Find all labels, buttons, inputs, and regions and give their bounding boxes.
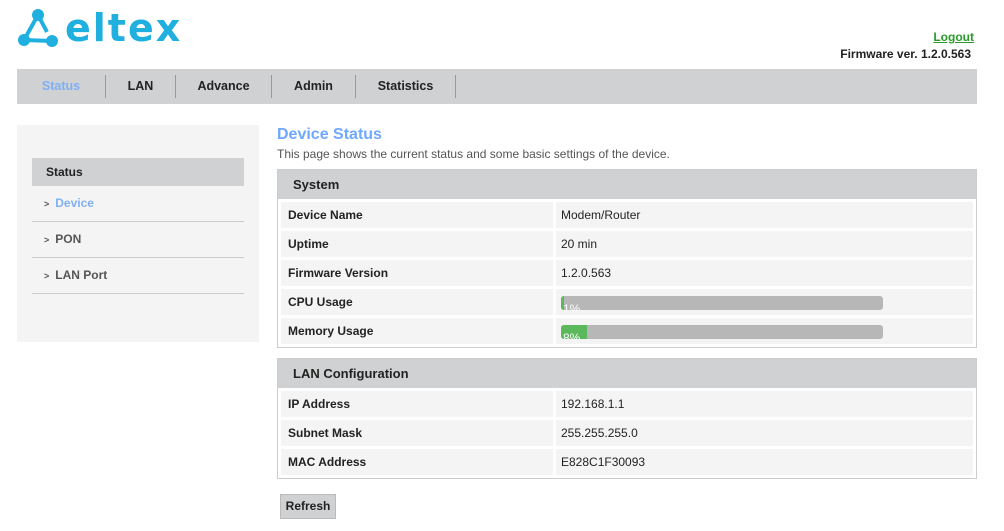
- memory-usage-value: 8%: [563, 330, 581, 339]
- sidebar-item-label: PON: [55, 232, 82, 246]
- tab-status[interactable]: Status: [17, 75, 106, 98]
- table-row: Memory Usage 8%: [281, 318, 973, 344]
- section-heading: LAN Configuration: [278, 359, 976, 388]
- logout-link[interactable]: Logout: [933, 30, 974, 44]
- sidebar-item-pon[interactable]: > PON: [32, 222, 244, 258]
- table-row: Subnet Mask 255.255.255.0: [281, 420, 973, 446]
- row-label: Memory Usage: [281, 318, 553, 344]
- section-heading: System: [278, 170, 976, 199]
- row-label: Subnet Mask: [281, 420, 553, 446]
- row-value: Modem/Router: [556, 202, 973, 228]
- row-label: CPU Usage: [281, 289, 553, 315]
- refresh-button[interactable]: Refresh: [280, 494, 336, 519]
- row-label: IP Address: [281, 391, 553, 417]
- tab-admin[interactable]: Admin: [272, 75, 356, 98]
- table-row: Device Name Modem/Router: [281, 202, 973, 228]
- page-description: This page shows the current status and s…: [277, 147, 670, 161]
- row-label: MAC Address: [281, 449, 553, 475]
- tab-statistics[interactable]: Statistics: [356, 75, 456, 98]
- cpu-usage-fill: [561, 295, 565, 310]
- row-value: 1.2.0.563: [556, 260, 973, 286]
- row-value: 192.168.1.1: [556, 391, 973, 417]
- top-nav: Status LAN Advance Admin Statistics: [17, 69, 977, 104]
- chevron-right-icon: >: [44, 199, 50, 209]
- memory-usage-bar: 8%: [561, 324, 883, 339]
- row-label: Device Name: [281, 202, 553, 228]
- table-row: CPU Usage 1%: [281, 289, 973, 315]
- row-value: 20 min: [556, 231, 973, 257]
- row-value: 255.255.255.0: [556, 420, 973, 446]
- sidebar-item-label: Device: [55, 196, 94, 210]
- eltex-logo: eltex: [17, 6, 182, 50]
- row-label: Uptime: [281, 231, 553, 257]
- lan-configuration-section: LAN Configuration IP Address 192.168.1.1 …: [277, 358, 977, 479]
- memory-usage-fill: [561, 324, 587, 339]
- sidebar-heading: Status: [32, 158, 244, 186]
- table-row: MAC Address E828C1F30093: [281, 449, 973, 475]
- sidebar-item-device[interactable]: > Device: [32, 186, 244, 222]
- chevron-right-icon: >: [44, 271, 50, 281]
- cpu-usage-value: 1%: [563, 301, 581, 310]
- sidebar-item-lan-port[interactable]: > LAN Port: [32, 258, 244, 294]
- sidebar-item-label: LAN Port: [55, 268, 108, 282]
- page-title: Device Status: [277, 126, 382, 143]
- row-value: E828C1F30093: [556, 449, 973, 475]
- logo-network-icon: [18, 9, 58, 47]
- cpu-usage-bar: 1%: [561, 295, 883, 310]
- tab-lan[interactable]: LAN: [106, 75, 176, 98]
- firmware-version: Firmware ver. 1.2.0.563: [840, 47, 971, 61]
- sidebar: Status > Device > PON > LAN Port: [17, 125, 259, 342]
- table-row: Uptime 20 min: [281, 231, 973, 257]
- main-content: Device Status This page shows the curren…: [277, 126, 977, 479]
- table-row: IP Address 192.168.1.1: [281, 391, 973, 417]
- system-section: System Device Name Modem/Router Uptime 20 …: [277, 169, 977, 348]
- tab-advance[interactable]: Advance: [176, 75, 272, 98]
- row-label: Firmware Version: [281, 260, 553, 286]
- table-row: Firmware Version 1.2.0.563: [281, 260, 973, 286]
- chevron-right-icon: >: [44, 235, 50, 245]
